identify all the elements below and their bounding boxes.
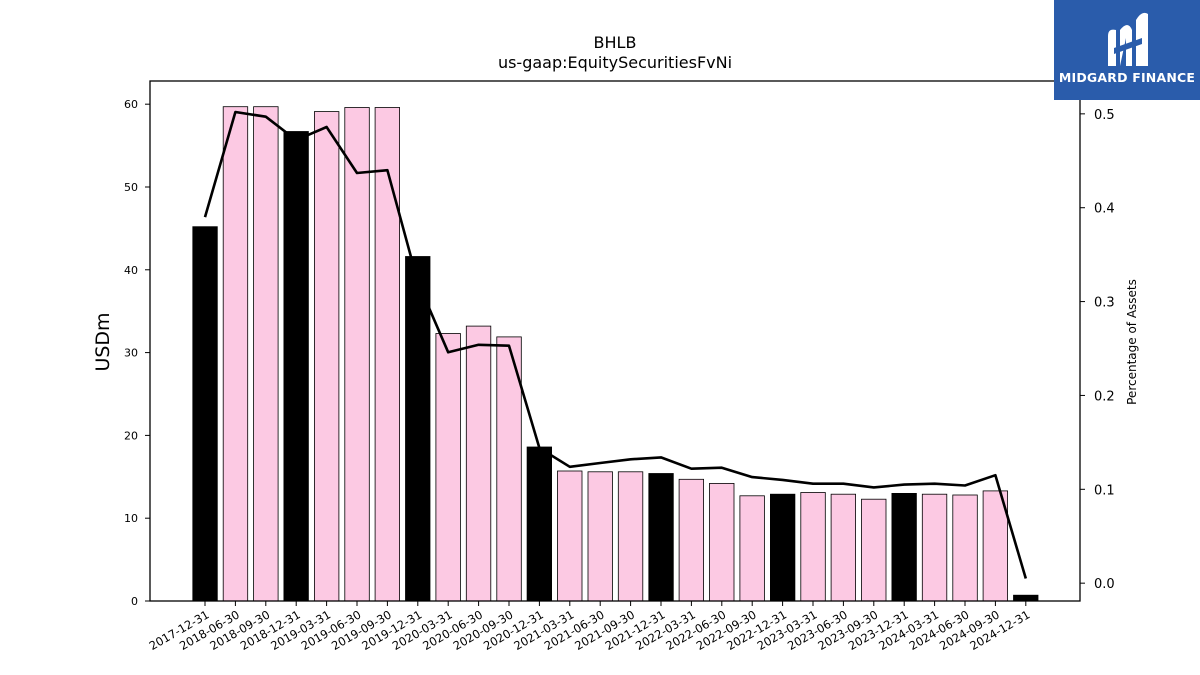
y-tick-label-40: 40 [124, 264, 138, 277]
plot-area: 01020304050600.00.10.20.30.40.52017-12-3… [124, 80, 1115, 653]
plot-frame [149, 80, 1081, 602]
bar-2018-12-31 [283, 131, 309, 602]
logo-text: MIDGARD FINANCE [1058, 70, 1196, 85]
bar-2019-03-31 [313, 111, 340, 602]
y2-tick-label-4: 0.4 [1094, 202, 1115, 217]
bar-2019-12-31 [405, 256, 431, 602]
y2-tick-label-3: 0.3 [1094, 296, 1115, 311]
y2-axis-label: Percentage of Assets [1125, 279, 1139, 405]
bar-2022-12-31 [770, 493, 796, 602]
bar-2024-09-30 [982, 490, 1008, 602]
bar-2020-06-30 [465, 325, 492, 602]
bar-2018-06-30 [222, 106, 249, 602]
bar-2017-12-31 [192, 226, 218, 602]
y2-tick-label-0: 0.0 [1094, 577, 1115, 592]
brand-logo: MIDGARD FINANCE [1054, 0, 1200, 100]
y-axis-label: USDm [92, 312, 114, 371]
bar-2022-06-30 [709, 482, 735, 602]
bar-2021-09-30 [617, 471, 644, 602]
bar-2021-12-31 [648, 473, 674, 602]
bar-2023-09-30 [861, 498, 887, 602]
bar-2021-03-31 [557, 470, 583, 602]
midgard-logo-icon [1108, 12, 1148, 67]
bar-2024-06-30 [952, 494, 978, 602]
chart-subtitle: us-gaap:EquitySecuritiesFvNi [498, 53, 732, 72]
y-tick-label-20: 20 [124, 429, 138, 442]
y-tick-label-10: 10 [124, 512, 138, 525]
bar-2019-09-30 [374, 107, 401, 602]
bar-2023-12-31 [891, 492, 917, 602]
bar-2024-12-31 [1013, 594, 1039, 602]
line-percentage-of-assets [203, 110, 1028, 579]
chart-title: BHLB [594, 33, 637, 52]
bar-2021-06-30 [587, 471, 613, 602]
bar-2024-03-31 [921, 493, 948, 602]
y-tick-label-60: 60 [124, 98, 138, 111]
y-tick-label-30: 30 [124, 347, 138, 360]
bar-2018-09-30 [253, 106, 279, 602]
y2-tick-label-5: 0.5 [1094, 108, 1115, 123]
bar-2023-03-31 [800, 492, 826, 602]
y-tick-label-0: 0 [131, 595, 138, 608]
bar-2022-03-31 [678, 478, 704, 602]
y-tick-label-50: 50 [124, 181, 138, 194]
bar-2020-12-31 [526, 446, 552, 602]
y2-tick-label-2: 0.2 [1094, 389, 1115, 404]
y2-tick-label-1: 0.1 [1094, 483, 1115, 498]
bar-2020-09-30 [496, 336, 522, 602]
bar-2019-06-30 [344, 107, 370, 602]
bar-2020-03-31 [435, 333, 461, 602]
bar-2023-06-30 [830, 493, 856, 602]
bar-2022-09-30 [739, 495, 765, 602]
